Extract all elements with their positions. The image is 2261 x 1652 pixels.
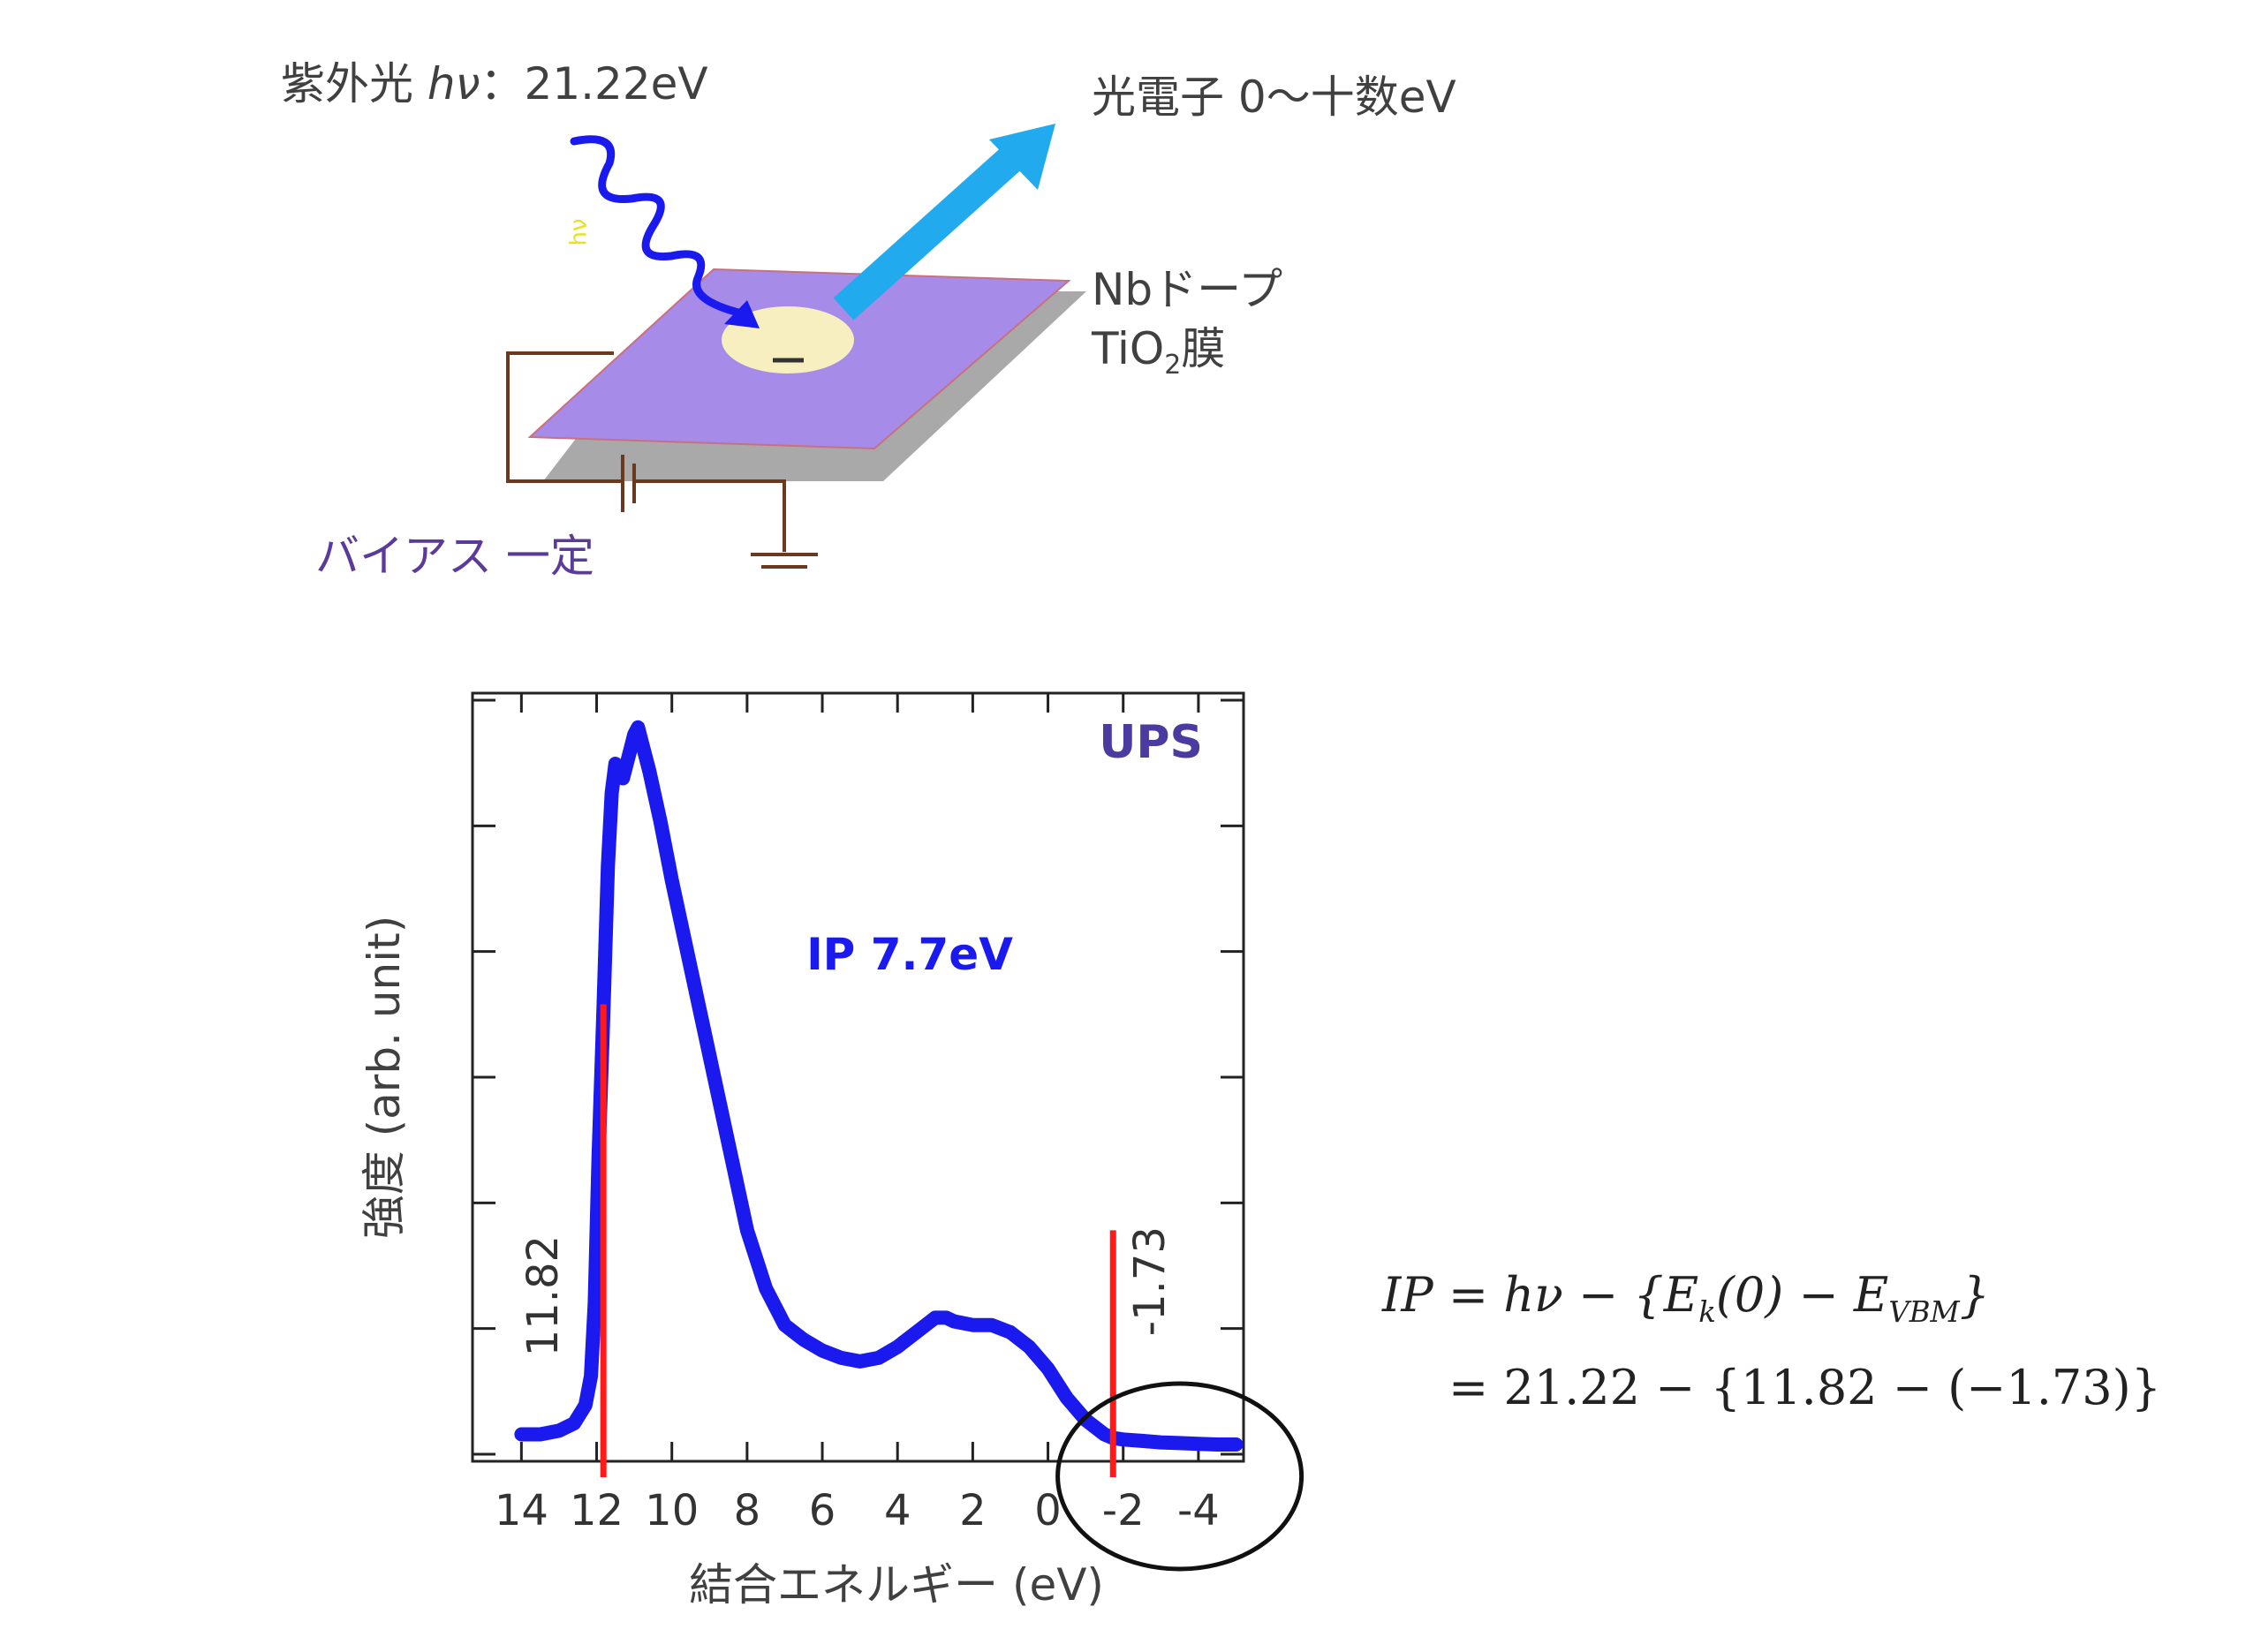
x-tick-label: 4 [884, 1486, 911, 1535]
photon-wave [570, 135, 746, 318]
bias-wire-right [634, 479, 786, 552]
bias-label: バイアス 一定 [315, 531, 594, 582]
x-ticks: 14 12 10 8 6 4 2 0 -2 -4 [495, 693, 1220, 1535]
edge-markers: 11.82 -1.73 [518, 1004, 1175, 1477]
ups-label: UPS [1099, 716, 1203, 769]
ip-calculation: = 21.22 − {11.82 − (−1.73)} [1448, 1360, 2162, 1415]
photoelectron-arrowhead [989, 124, 1055, 190]
photon-arrowhead [724, 300, 760, 328]
ip-formula: IP = hν − {Ek(0) − EVBM} [1382, 1267, 1991, 1329]
uv-light-label: 紫外光 hν：21.22eV [281, 58, 708, 109]
edge-marker-label: 11.82 [518, 1235, 568, 1356]
edge-marker-label: -1.73 [1125, 1226, 1175, 1336]
x-tick-label: 0 [1034, 1486, 1062, 1535]
y-ticks [473, 698, 1244, 1456]
x-tick-label: 14 [495, 1486, 548, 1535]
x-tick-label: 12 [570, 1486, 624, 1535]
hv-symbol: hν [427, 58, 480, 109]
x-tick-label: 6 [809, 1486, 836, 1535]
spectrum-line [514, 720, 1244, 1452]
x-tick-label: 8 [734, 1486, 761, 1535]
x-tick-label: -4 [1177, 1486, 1220, 1535]
x-tick-label: -2 [1102, 1486, 1145, 1535]
x-axis-title: 結合エネルギー (eV) [689, 1559, 1104, 1611]
y-axis-title: 強度 (arb. unit) [359, 916, 410, 1240]
ip-label: IP 7.7eV [806, 929, 1013, 980]
vbm-highlight-circle [1055, 1381, 1304, 1572]
bias-wire-left [506, 351, 623, 483]
film-label-dopant: Nbドープ [1092, 264, 1283, 315]
x-tick-label: 10 [645, 1486, 699, 1535]
x-tick-label: 2 [959, 1486, 987, 1535]
photoelectron-label: 光電子 0〜十数eV [1092, 72, 1456, 123]
photoelectron-arrow-shaft [833, 143, 1026, 321]
film-label-material: TiO2膜 [1092, 323, 1226, 381]
